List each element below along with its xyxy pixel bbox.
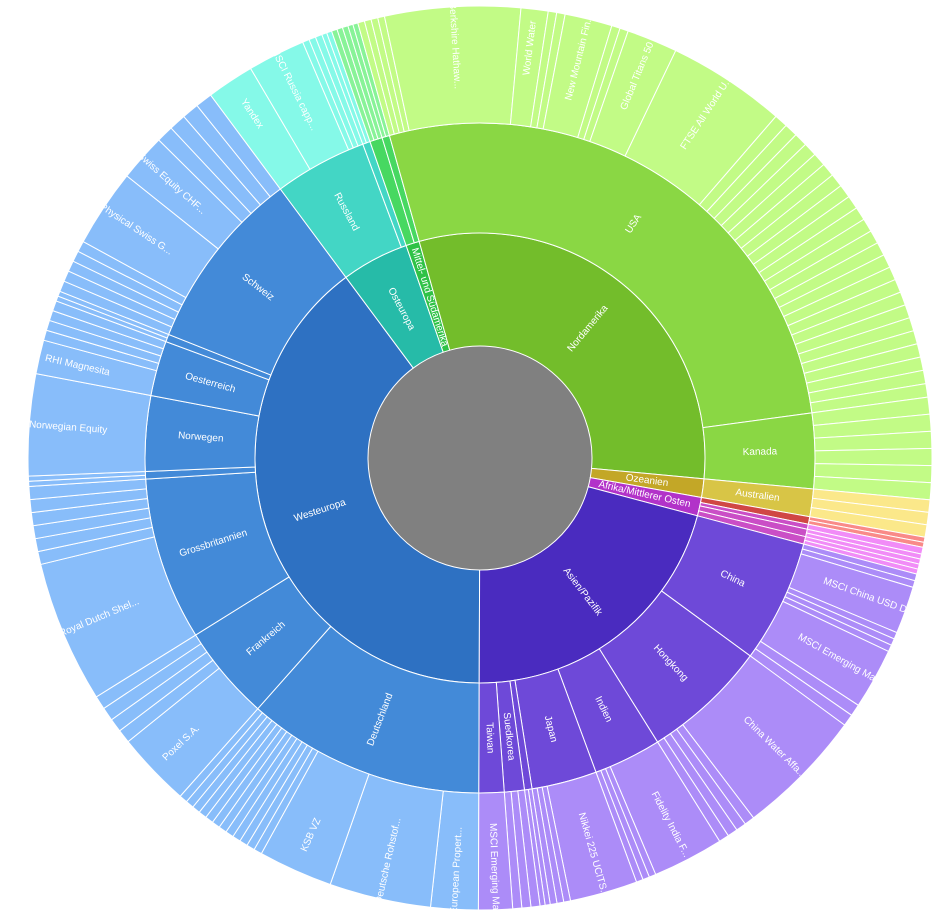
holding-segment-usa-1-0[interactable] (383, 5, 522, 132)
holding-segment-kanada-0-3[interactable] (814, 447, 933, 467)
sunburst-center (368, 346, 592, 570)
holding-segment-taiwan-0-0[interactable] (477, 791, 514, 911)
